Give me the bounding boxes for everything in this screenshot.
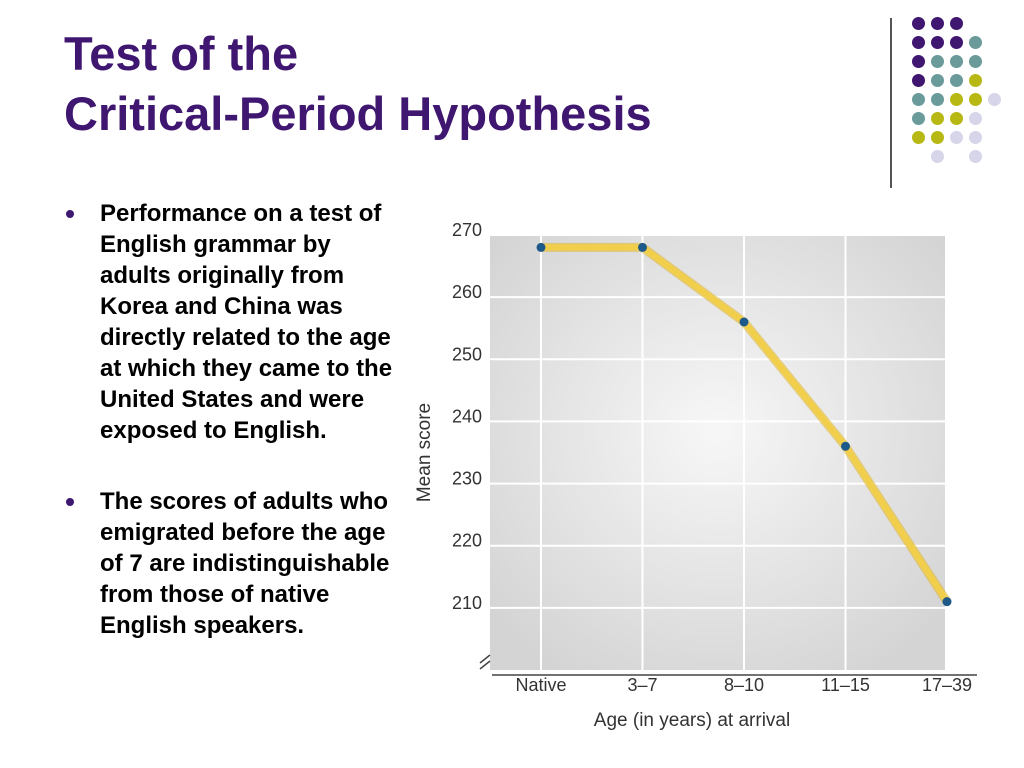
decorative-dot bbox=[912, 55, 925, 68]
decorative-dot bbox=[912, 112, 925, 125]
slide-title: Test of the Critical-Period Hypothesis bbox=[64, 24, 652, 144]
y-tick-label: 240 bbox=[452, 406, 482, 426]
decorative-dot bbox=[950, 112, 963, 125]
y-tick-label: 260 bbox=[452, 282, 482, 302]
data-point bbox=[942, 597, 952, 607]
decorative-dot bbox=[912, 17, 925, 30]
bullet-text: Performance on a test of English grammar… bbox=[100, 200, 393, 444]
decorative-dot bbox=[931, 17, 944, 30]
axis-break-mark bbox=[479, 660, 491, 670]
y-tick-label: 270 bbox=[452, 220, 482, 240]
decorative-dot bbox=[950, 74, 963, 87]
x-tick-label: Native bbox=[515, 675, 566, 695]
decorative-dot bbox=[988, 93, 1001, 106]
decorative-dot bbox=[950, 55, 963, 68]
decorative-dot bbox=[931, 112, 944, 125]
decorative-dot bbox=[950, 36, 963, 49]
data-point bbox=[536, 242, 546, 252]
decorative-divider bbox=[890, 18, 892, 188]
decorative-dot bbox=[969, 131, 982, 144]
title-line-1: Test of the bbox=[64, 27, 299, 80]
data-point bbox=[739, 317, 749, 327]
bullet-list: Performance on a test of English grammar… bbox=[62, 198, 407, 681]
decorative-dot bbox=[931, 36, 944, 49]
bullet-item: The scores of adults who emigrated befor… bbox=[62, 486, 407, 641]
x-tick-label: 11–15 bbox=[821, 675, 870, 695]
y-tick-label: 210 bbox=[452, 593, 482, 613]
decorative-dot bbox=[969, 36, 982, 49]
decorative-dot bbox=[912, 131, 925, 144]
x-tick-label: 17–39 bbox=[922, 675, 972, 695]
data-point bbox=[638, 242, 647, 252]
bullet-item: Performance on a test of English grammar… bbox=[62, 198, 407, 446]
line-chart: 210 220 230 240 250 260 270 Native 3–7 8–10 11–15 1… bbox=[414, 220, 977, 731]
decorative-dot bbox=[931, 74, 944, 87]
decorative-dot bbox=[969, 74, 982, 87]
decorative-dot bbox=[969, 112, 982, 125]
x-tick-label: 8–10 bbox=[724, 675, 764, 695]
decorative-dot bbox=[931, 93, 944, 106]
decorative-dot bbox=[969, 150, 982, 163]
bullet-text: The scores of adults who emigrated befor… bbox=[100, 488, 390, 639]
y-tick-label: 220 bbox=[452, 531, 482, 551]
decorative-dot bbox=[931, 55, 944, 68]
decorative-dot bbox=[969, 93, 982, 106]
y-tick-label: 250 bbox=[452, 344, 482, 364]
decorative-dot bbox=[912, 36, 925, 49]
bullet-dot-icon bbox=[66, 498, 74, 506]
decorative-dot bbox=[969, 55, 982, 68]
axis-break-mark bbox=[479, 654, 491, 664]
decorative-dot bbox=[950, 93, 963, 106]
decorative-dot bbox=[912, 93, 925, 106]
decorative-dot bbox=[912, 74, 925, 87]
y-tick-label: 230 bbox=[452, 469, 482, 489]
decorative-dot-grid bbox=[0, 0, 1024, 200]
decorative-dot bbox=[931, 131, 944, 144]
y-axis-label: Mean score bbox=[414, 403, 435, 502]
decorative-dot bbox=[931, 150, 944, 163]
x-tick-label: 3–7 bbox=[627, 675, 657, 695]
title-line-2: Critical-Period Hypothesis bbox=[64, 87, 652, 140]
decorative-dot bbox=[950, 131, 963, 144]
decorative-dot bbox=[950, 17, 963, 30]
bullet-dot-icon bbox=[66, 210, 74, 218]
x-axis-label: Age (in years) at arrival bbox=[594, 710, 790, 731]
data-point bbox=[841, 441, 850, 451]
